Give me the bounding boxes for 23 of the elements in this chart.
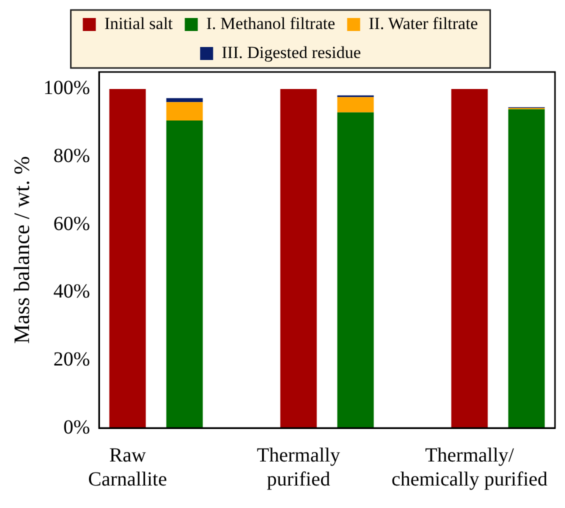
bar <box>337 97 374 112</box>
bar <box>451 88 488 428</box>
bar <box>166 120 203 428</box>
x-tick-label: Thermally purified <box>256 444 340 490</box>
x-tick-label: Raw Carnallite <box>88 444 168 490</box>
y-axis-title: Mass balance / wt. % <box>8 156 34 344</box>
y-tick-label: 0% <box>63 416 90 438</box>
y-tick-label: 80% <box>53 145 90 168</box>
y-tick-label: 60% <box>53 212 90 235</box>
x-tick-label: Thermally/ chemically purified <box>391 444 548 490</box>
bar <box>109 88 146 428</box>
legend-label: I. Methanol filtrate <box>206 14 336 33</box>
y-tick-label: 100% <box>43 77 90 100</box>
legend-label: Initial salt <box>104 14 174 33</box>
bar <box>280 88 317 428</box>
y-tick-label: 20% <box>53 348 90 370</box>
bar <box>337 112 374 428</box>
bar <box>508 109 545 428</box>
legend-label: III. Digested residue <box>222 42 361 62</box>
bar <box>166 98 203 102</box>
legend-label: II. Water filtrate <box>368 14 478 33</box>
y-tick-label: 40% <box>53 280 90 303</box>
bar <box>166 102 203 120</box>
